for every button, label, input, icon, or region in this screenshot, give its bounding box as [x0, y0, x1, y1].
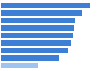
Bar [1, 48, 68, 53]
Bar [1, 55, 59, 61]
Bar [1, 18, 75, 23]
Bar [1, 40, 71, 46]
Bar [1, 33, 73, 38]
Bar [1, 3, 90, 8]
Bar [1, 25, 74, 31]
Bar [1, 10, 82, 16]
Bar [1, 63, 38, 68]
